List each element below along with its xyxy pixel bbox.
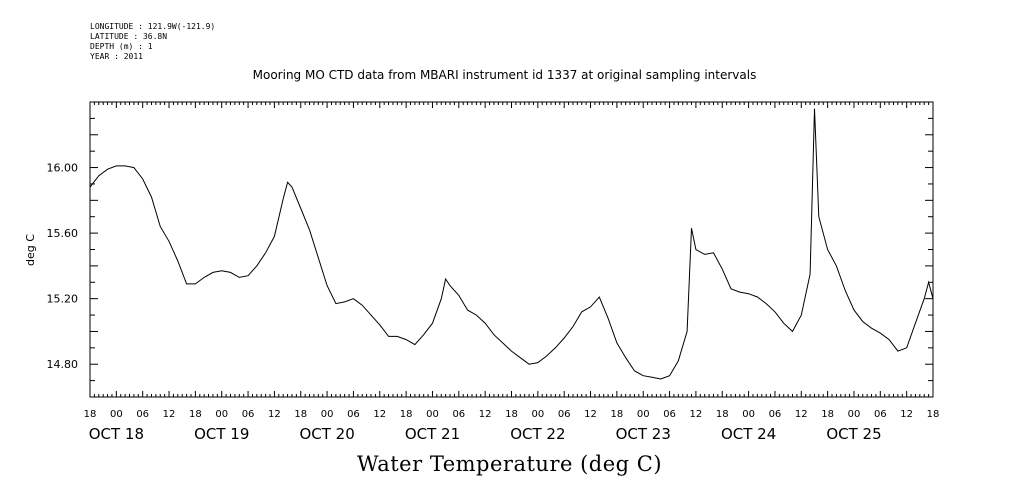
depth-text: DEPTH (m) : 1	[90, 42, 153, 51]
x-day-label: OCT 23	[616, 425, 671, 443]
x-day-label: OCT 25	[826, 425, 881, 443]
x-axis-label: Water Temperature (deg C)	[356, 452, 663, 476]
x-hour-tick-label: 18	[400, 409, 413, 420]
x-hour-tick-label: 18	[294, 409, 307, 420]
plot-frame	[89, 101, 934, 398]
chart-title: Mooring MO CTD data from MBARI instrumen…	[252, 68, 757, 82]
x-day-label: OCT 18	[89, 425, 144, 443]
axis-ticks	[89, 101, 934, 398]
x-hour-tick-label: 00	[110, 409, 123, 420]
x-hour-tick-label: 18	[716, 409, 729, 420]
x-day-label: OCT 20	[299, 425, 354, 443]
x-hour-tick-label: 00	[321, 409, 334, 420]
x-hour-tick-label: 12	[690, 409, 703, 420]
x-hour-tick-label: 12	[163, 409, 176, 420]
x-hour-tick-label: 18	[84, 409, 97, 420]
x-hour-tick-label: 00	[742, 409, 755, 420]
x-hour-tick-label: 06	[347, 409, 360, 420]
longitude-text: LONGITUDE : 121.9W(-121.9)	[90, 22, 216, 31]
station-metadata: LONGITUDE : 121.9W(-121.9) LATITUDE : 36…	[90, 22, 215, 62]
x-hour-tick-label: 12	[900, 409, 913, 420]
x-hour-tick-label: 18	[189, 409, 202, 420]
x-hour-tick-label: 06	[558, 409, 571, 420]
x-hour-tick-label: 06	[663, 409, 676, 420]
x-hour-tick-label: 18	[505, 409, 518, 420]
x-hour-tick-label: 18	[821, 409, 834, 420]
x-hour-tick-label: 12	[584, 409, 597, 420]
x-hour-tick-label: 06	[136, 409, 149, 420]
y-tick-label: 15.60	[47, 227, 79, 240]
x-hour-tick-label: 00	[426, 409, 439, 420]
x-hour-tick-label: 00	[531, 409, 544, 420]
x-hour-tick-label: 06	[242, 409, 255, 420]
x-hour-tick-label: 12	[795, 409, 808, 420]
x-day-label: OCT 22	[510, 425, 565, 443]
x-day-labels: OCT 18 OCT 19 OCT 20 OCT 21 OCT 22 OCT 23 OCT …	[89, 425, 882, 443]
x-hour-tick-label: 00	[637, 409, 650, 420]
x-hour-tick-label: 06	[769, 409, 782, 420]
year-text: YEAR : 2011	[90, 52, 143, 61]
x-hour-tick-label: 00	[215, 409, 228, 420]
x-hour-tick-label: 18	[927, 409, 940, 420]
x-hour-tick-label: 06	[874, 409, 887, 420]
water-temperature-line	[89, 108, 934, 380]
x-day-label: OCT 19	[194, 425, 249, 443]
x-hour-tick-label: 06	[452, 409, 465, 420]
x-hour-tick-label: 18	[611, 409, 624, 420]
y-tick-label: 16.00	[47, 162, 79, 175]
y-tick-label: 15.20	[47, 293, 79, 306]
x-hour-tick-label: 12	[479, 409, 492, 420]
x-hour-tick-label: 12	[373, 409, 386, 420]
x-tick-labels: 18 00 06 12 18 00 06 12 18 00 06 12 18 00 06 12 18 00 06 12…	[84, 409, 940, 420]
x-hour-tick-label: 00	[848, 409, 861, 420]
x-day-label: OCT 21	[405, 425, 460, 443]
y-tick-label: 14.80	[47, 358, 79, 371]
latitude-text: LATITUDE : 36.8N	[90, 32, 168, 41]
x-hour-tick-label: 12	[268, 409, 281, 420]
y-axis-label: deg C	[24, 234, 37, 266]
x-day-label: OCT 24	[721, 425, 776, 443]
y-tick-labels: 14.80 15.20 15.60 16.00	[47, 162, 79, 372]
